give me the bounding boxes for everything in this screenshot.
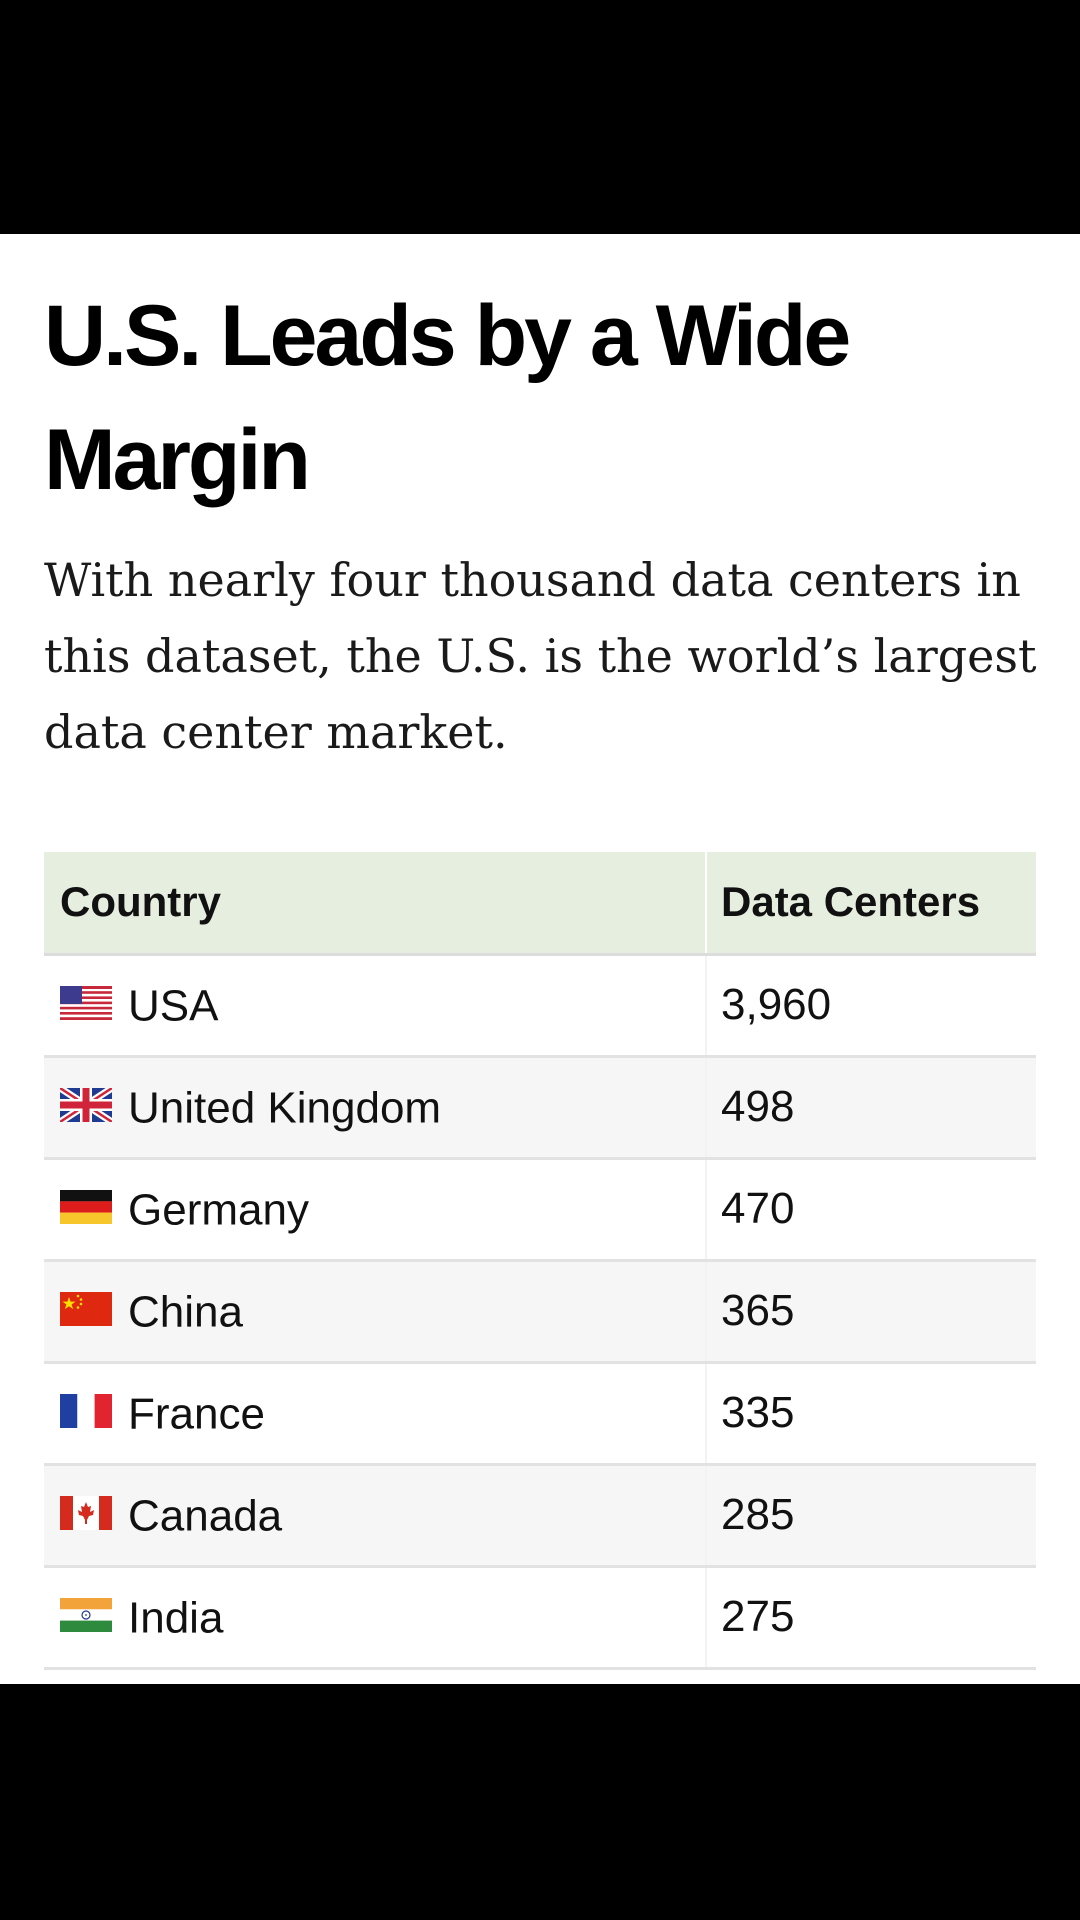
table-row: China 365 <box>44 1260 1036 1364</box>
data-center-count: 470 <box>705 1158 1036 1262</box>
country-cell: United Kingdom <box>44 1056 706 1160</box>
germany-flag-icon <box>60 1190 112 1225</box>
table-row: Canada 285 <box>44 1464 1036 1568</box>
us-flag-icon <box>60 986 112 1021</box>
country-name: China <box>128 1287 243 1337</box>
table-row: USA 3,960 <box>44 954 1036 1058</box>
india-flag-icon <box>60 1598 112 1633</box>
data-centers-table: Country Data Centers <box>44 852 1036 1670</box>
top-letterbox <box>0 0 1080 234</box>
country-name: Canada <box>128 1491 283 1541</box>
country-name: Germany <box>128 1185 309 1235</box>
subtitle: With nearly four thousand data centers i… <box>44 553 1037 759</box>
country-cell: Germany <box>44 1158 706 1262</box>
table-row: France 335 <box>44 1362 1036 1466</box>
data-center-count: 285 <box>705 1464 1036 1568</box>
country-name: USA <box>128 981 219 1031</box>
china-flag-icon <box>60 1292 112 1327</box>
country-cell: India <box>44 1566 706 1670</box>
column-header-country[interactable]: Country <box>44 852 706 956</box>
country-cell: France <box>44 1362 706 1466</box>
data-center-count: 3,960 <box>705 954 1036 1058</box>
table-row: United Kingdom 498 <box>44 1056 1036 1160</box>
bottom-letterbox <box>0 1684 1080 1920</box>
table-row: India 275 <box>44 1566 1036 1670</box>
data-center-count: 335 <box>705 1362 1036 1466</box>
country-name: France <box>128 1389 265 1439</box>
france-flag-icon <box>60 1394 112 1429</box>
headline: U.S. Leads by a Wide Margin <box>44 288 851 508</box>
country-cell: USA <box>44 954 706 1058</box>
country-cell: Canada <box>44 1464 706 1568</box>
table-header-row: Country Data Centers <box>44 852 1036 956</box>
country-cell: China <box>44 1260 706 1364</box>
uk-flag-icon <box>60 1088 112 1123</box>
canada-flag-icon <box>60 1496 112 1531</box>
data-center-count: 275 <box>705 1566 1036 1670</box>
country-name: India <box>128 1593 224 1643</box>
country-name: United Kingdom <box>128 1083 442 1133</box>
column-header-data-centers[interactable]: Data Centers <box>705 852 1036 956</box>
data-center-count: 498 <box>705 1056 1036 1160</box>
data-center-count: 365 <box>705 1260 1036 1364</box>
article-card: U.S. Leads by a Wide Margin With nearly … <box>0 234 1080 1684</box>
table-row: Germany 470 <box>44 1158 1036 1262</box>
